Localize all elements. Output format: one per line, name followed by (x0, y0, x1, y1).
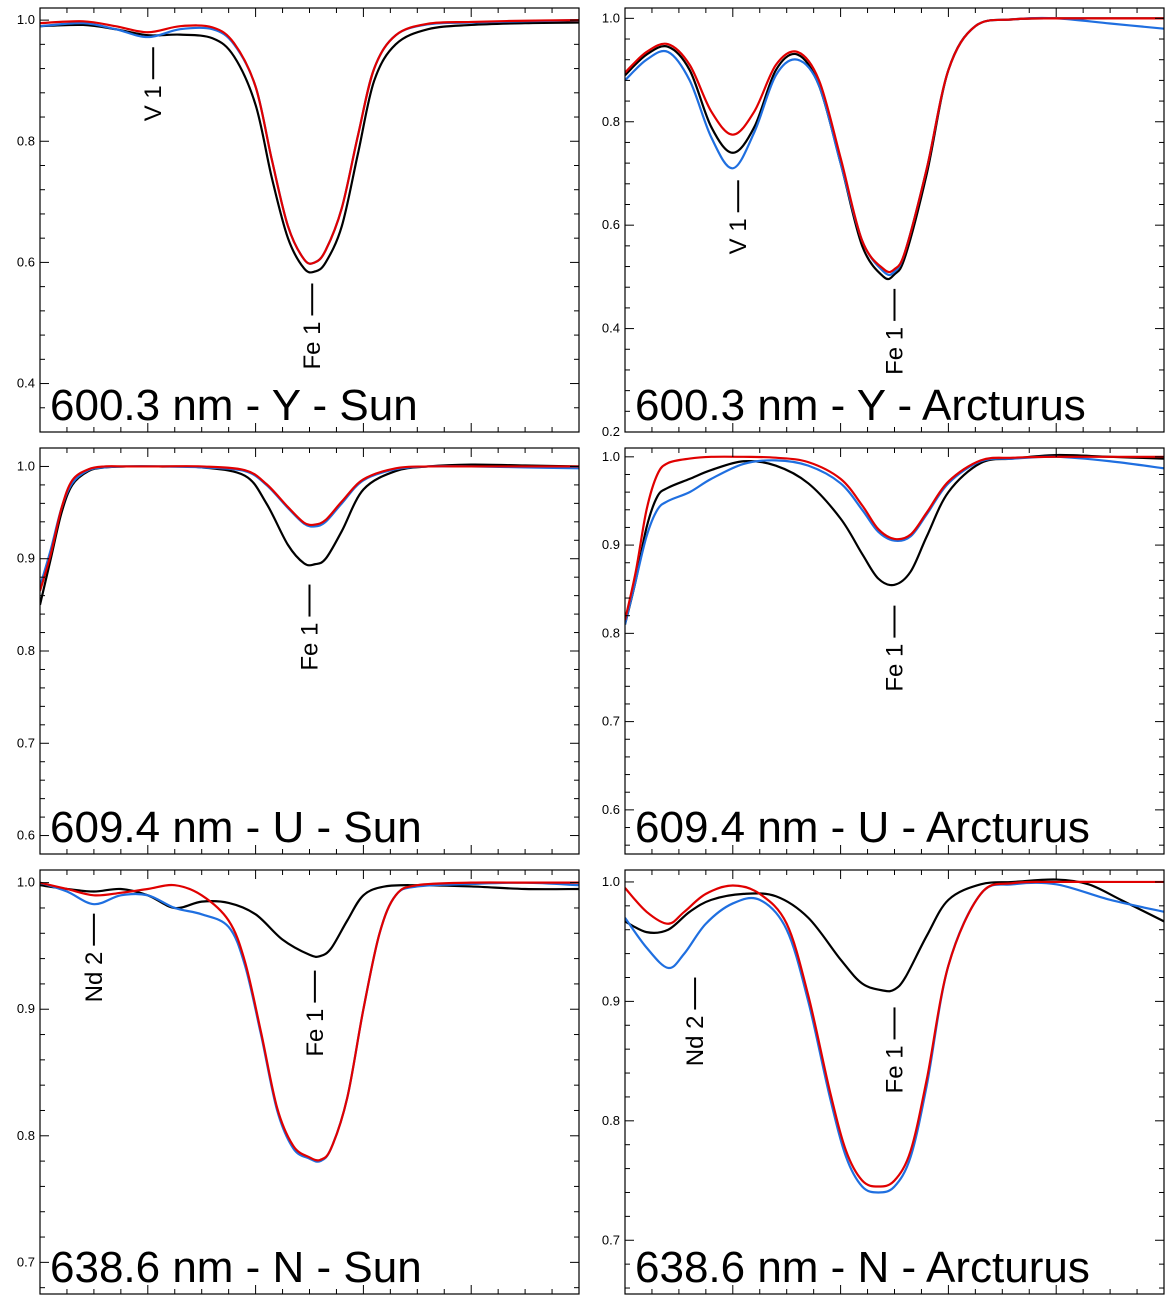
y-tick-label: 0.6 (602, 217, 620, 232)
annotation-label: Nd 2 (81, 952, 108, 1003)
panel-title: 609.4 nm - U - Sun (50, 803, 422, 852)
panel-638-6-sun: 0.7 0.8 0.9 1.0 Nd 2 Fe 1 638.6 nm - N - Sun (0, 862, 585, 1302)
annotation-label: Fe 1 (297, 623, 324, 671)
y-tick-label: 0.8 (17, 643, 35, 658)
y-tick-label: 0.7 (602, 1232, 620, 1247)
panel-title: 609.4 nm - U - Arcturus (635, 803, 1090, 852)
chart-svg: 0.6 0.7 0.8 0.9 1.0 Fe 1 609.4 nm - U - Sun (17, 447, 580, 855)
line-annotation: Fe 1 (299, 283, 326, 370)
y-tick-label: 1.0 (602, 874, 620, 889)
chart-svg: 0.7 0.8 0.9 1.0 Nd 2 Fe 1 638.6 nm - N - Sun (17, 869, 580, 1295)
y-tick-label: 0.2 (602, 424, 620, 439)
y-tick-label: 0.8 (17, 1128, 35, 1143)
panel-title: 638.6 nm - N - Sun (50, 1243, 422, 1292)
y-tick-label: 0.4 (602, 321, 620, 336)
panel-609-4-sun: 0.6 0.7 0.8 0.9 1.0 Fe 1 609.4 nm - U - Sun (0, 440, 585, 862)
line-annotation: Fe 1 (297, 584, 324, 671)
series-line-red (40, 465, 579, 592)
y-tick-label: 0.6 (17, 828, 35, 843)
y-tick-label: 0.9 (17, 551, 35, 566)
y-tick-label: 1.0 (602, 10, 620, 25)
series-line-blue (40, 19, 579, 265)
series-line-black (40, 21, 579, 274)
y-tick-label: 1.0 (17, 458, 35, 473)
y-tick-label: 1.0 (602, 449, 620, 464)
y-tick-label: 0.8 (17, 133, 35, 148)
line-annotation: Fe 1 (302, 970, 329, 1057)
plot-frame (39, 869, 580, 1295)
y-tick-label: 0.8 (602, 1113, 620, 1128)
series-line-blue (625, 16, 1164, 277)
series-line-black (625, 878, 1164, 993)
chart-svg: 0.4 0.6 0.8 1.0 V 1 Fe 1 600.3 nm - Y - Sun (17, 7, 580, 433)
line-annotation: Fe 1 (882, 1007, 909, 1093)
series-line-black (40, 463, 579, 606)
series-line-red (40, 19, 579, 265)
annotation-label: Fe 1 (882, 644, 909, 692)
annotation-label: Fe 1 (882, 1045, 909, 1093)
panel-609-4-arcturus: 0.6 0.7 0.8 0.9 1.0 Fe 1 609.4 nm - U - Arctur… (585, 440, 1170, 862)
y-tick-label: 0.9 (602, 537, 620, 552)
y-tick-label: 0.6 (602, 802, 620, 817)
line-annotation: Fe 1 (882, 288, 909, 375)
panel-600-3-sun: 0.4 0.6 0.8 1.0 V 1 Fe 1 600.3 nm - Y - Sun (0, 0, 585, 440)
annotation-label: Fe 1 (299, 321, 326, 369)
series-line-blue (625, 455, 1164, 625)
line-annotation: V 1 (725, 180, 752, 254)
line-annotation: Nd 2 (81, 913, 108, 1003)
y-tick-label: 0.7 (602, 714, 620, 729)
y-tick-label: 0.9 (602, 993, 620, 1008)
series-line-red (625, 880, 1164, 1188)
y-tick-label: 0.6 (17, 254, 35, 269)
panel-600-3-arcturus: 0.2 0.4 0.6 0.8 1.0 V 1 Fe 1 600.3 nm - Y - Arc… (585, 0, 1170, 440)
y-tick-label: 0.4 (17, 376, 35, 391)
series-line-red (625, 17, 1164, 274)
y-tick-label: 1.0 (17, 12, 35, 27)
chart-svg: 0.7 0.8 0.9 1.0 Nd 2 Fe 1 638.6 nm - N - Arctu… (602, 869, 1165, 1295)
panel-638-6-arcturus: 0.7 0.8 0.9 1.0 Nd 2 Fe 1 638.6 nm - N - Arctu… (585, 862, 1170, 1302)
chart-svg: 0.6 0.7 0.8 0.9 1.0 Fe 1 609.4 nm - U - Arctur… (602, 447, 1165, 855)
y-tick-label: 0.8 (602, 114, 620, 129)
series-line-red (40, 881, 579, 1162)
line-annotation: V 1 (140, 47, 167, 121)
chart-svg: 0.2 0.4 0.6 0.8 1.0 V 1 Fe 1 600.3 nm - Y - Arc… (602, 7, 1165, 439)
y-tick-label: 1.0 (17, 875, 35, 890)
panel-title: 638.6 nm - N - Arcturus (635, 1243, 1090, 1292)
series-line-black (625, 17, 1164, 281)
annotation-label: Nd 2 (682, 1016, 709, 1067)
line-annotation: Fe 1 (882, 605, 909, 692)
panel-title: 600.3 nm - Y - Sun (50, 381, 418, 430)
line-annotation: Nd 2 (682, 977, 709, 1067)
series-line-blue (40, 465, 579, 587)
y-tick-label: 0.7 (17, 1254, 35, 1269)
annotation-label: V 1 (140, 85, 167, 121)
y-tick-label: 0.8 (602, 625, 620, 640)
series-line-red (625, 455, 1164, 621)
y-tick-label: 0.9 (17, 1001, 35, 1016)
panel-title: 600.3 nm - Y - Arcturus (635, 381, 1086, 430)
annotation-label: Fe 1 (302, 1009, 329, 1057)
annotation-label: V 1 (725, 218, 752, 254)
annotation-label: Fe 1 (882, 327, 909, 375)
y-tick-label: 0.7 (17, 735, 35, 750)
